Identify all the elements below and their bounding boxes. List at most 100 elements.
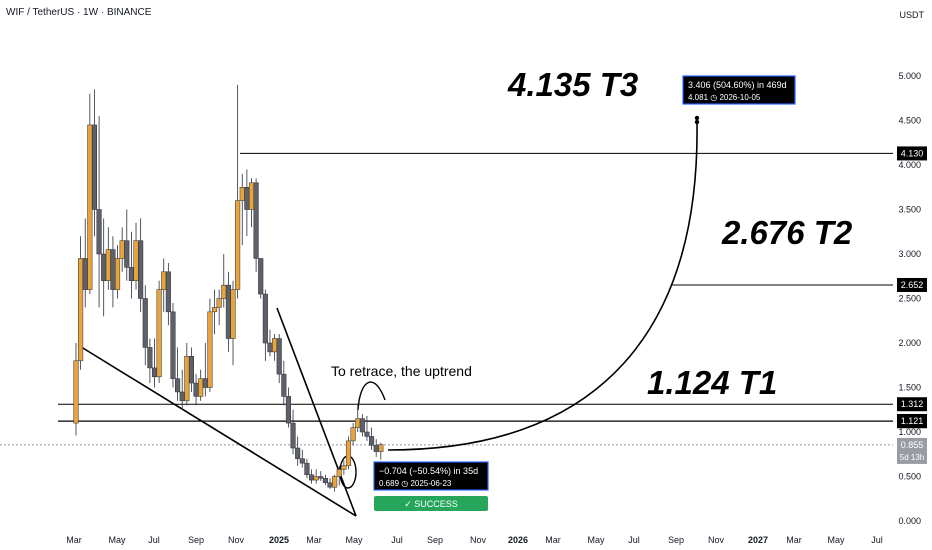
axis-level-label: 1.312 [901,399,924,409]
candle-body [78,258,84,362]
x-tick-label: Nov [708,535,725,545]
candle-body [119,240,125,259]
candle-body [202,378,208,388]
target-label: 2.676 T2 [721,214,853,251]
measure-down-box [373,461,489,491]
axis-level-label: 4.130 [901,148,924,158]
candle-body [211,307,218,313]
overlay-labels: 4.135 T3 2.676 T2 1.124 T1 To retrace, the … [331,66,927,511]
candle-body [322,478,328,483]
y-tick-label: 4.000 [898,160,921,170]
candle-body [114,258,121,290]
y-tick-label: 4.500 [898,116,921,126]
x-tick-label: Sep [188,535,204,545]
y-tick-label: 3.000 [898,249,921,259]
retrace-annotation: To retrace, the uptrend [331,363,472,379]
y-tick-label: 5.000 [898,71,921,81]
candle-body [373,445,379,452]
x-tick-label: Jul [871,535,883,545]
candle-body [156,289,162,378]
candle-body [299,458,305,464]
current-price-box [897,437,927,464]
candle-body [332,476,338,488]
candle-body [327,482,333,488]
candle-body [151,367,158,378]
candle-body [345,440,352,467]
x-tick-label: 2027 [748,535,768,545]
x-tick-label: Mar [545,535,561,545]
y-tick-label: 3.500 [898,205,921,215]
candle-body [355,418,361,428]
candle-body [216,298,222,308]
x-tick-label: 2025 [269,535,289,545]
x-tick-label: Jul [148,535,160,545]
candle-body [165,271,171,313]
axis-level-box [897,397,927,412]
candle-body [336,469,342,477]
axis-level-label: 2.652 [901,280,924,290]
axis-level-box [897,414,927,429]
candle-body [230,289,236,339]
candle-body [142,298,148,348]
success-badge [374,496,488,511]
measure-up-box [682,75,796,105]
axis-level-box [897,277,927,292]
x-tick-label: Sep [427,535,443,545]
candle-body [138,240,144,299]
candle-body [198,378,204,397]
current-price-label: 0.855 [901,440,924,450]
candle-body [359,418,365,433]
candle-body [225,284,231,339]
x-tick-label: May [587,535,605,545]
candle-body [313,476,319,481]
candles [73,84,384,492]
candle-body [175,378,181,393]
y-tick-label: 0.500 [898,472,921,482]
x-tick-label: Mar [786,535,802,545]
x-tick-label: May [108,535,126,545]
candle-body [239,187,245,201]
candle-body [318,476,324,479]
candle-body [304,462,310,475]
measure-up-line1: 3.406 (504.60%) in 469d [688,80,787,90]
candle-body [308,474,315,481]
candle-body [341,465,347,470]
candle-body [281,373,287,397]
candle-body [262,293,268,344]
success-label: ✓ SUCCESS [404,499,458,509]
axis-level-box [897,146,927,161]
candle-body [267,342,273,353]
x-tick-label: May [827,535,845,545]
trendline-drawings [77,115,700,517]
candle-body [253,182,259,259]
candle-body [170,311,176,379]
candle-body [147,347,153,369]
candle-body [184,356,190,402]
x-tick-label: Jul [628,535,640,545]
projection-curve [387,121,698,451]
candle-body [161,271,167,290]
retrace-arc [357,381,386,411]
target-dot [694,119,700,125]
candle-body [244,187,250,210]
candle-body [128,267,134,281]
candle-body [272,338,278,353]
x-tick-label: Jul [391,535,403,545]
candle-body [73,360,79,424]
candle-body [276,338,282,375]
horizontal-levels [0,152,893,446]
y-tick-label: 1.000 [898,427,921,437]
lower-trendline [77,344,357,517]
x-tick-label: Nov [470,535,487,545]
candle-body [105,249,111,281]
y-axis: 0.000 0.500 1.000 1.500 2.000 2.500 3.000 3.500… [898,71,921,526]
x-tick-label: Mar [66,535,82,545]
currency-label: USDT [899,10,925,20]
symbol-header: WIF / TetherUS · 1W · BINANCE [6,7,152,18]
target-label: 1.124 T1 [647,364,777,401]
y-tick-label: 2.000 [898,338,921,348]
measure-down-line1: −0.704 (−50.54%) in 35d [379,466,478,476]
candle-body [82,258,88,290]
candle-body [369,436,375,446]
